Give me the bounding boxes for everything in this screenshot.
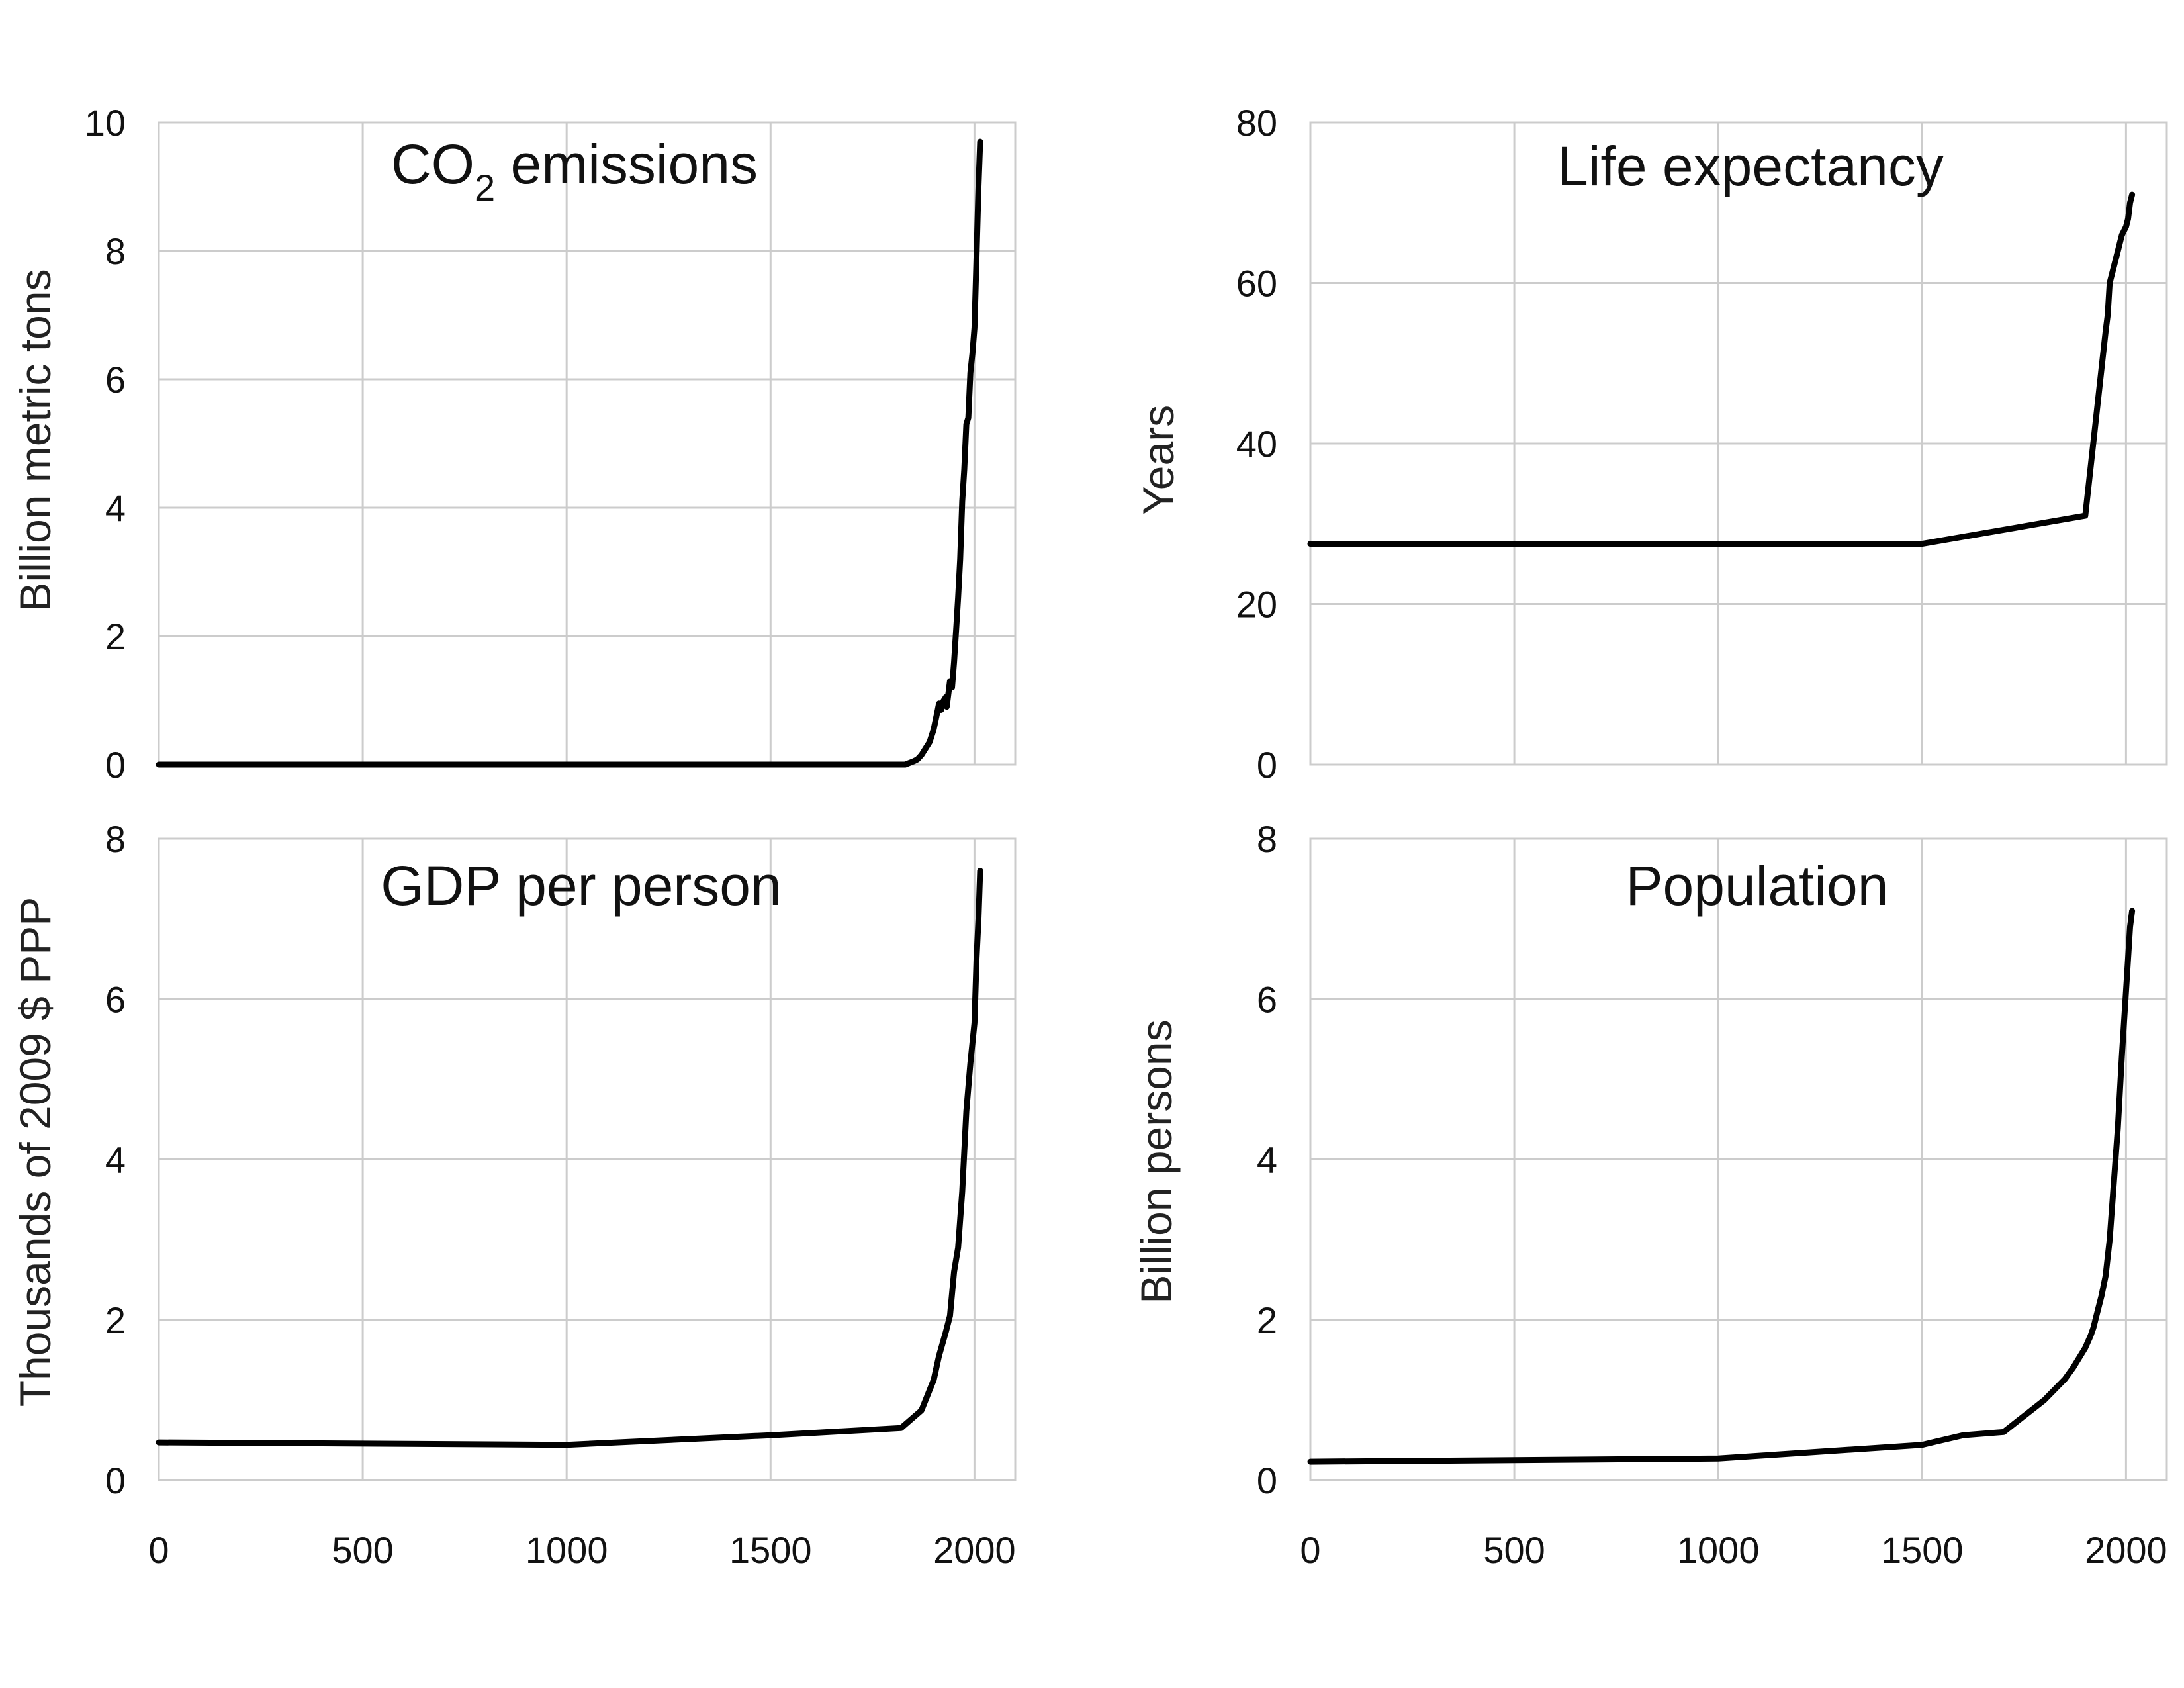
y-tick-label-life-expectancy: 20 bbox=[1236, 584, 1277, 626]
y-tick-label-life-expectancy: 80 bbox=[1236, 102, 1277, 144]
y-tick-label-gdp-per-person: 6 bbox=[105, 978, 126, 1020]
y-tick-label-co2: 0 bbox=[105, 744, 126, 786]
y-axis-label-co2: Billion metric tons bbox=[11, 269, 60, 611]
x-tick-label-population: 1500 bbox=[1881, 1529, 1964, 1571]
y-tick-label-co2: 2 bbox=[105, 616, 126, 657]
chart-panel-gdp-per-person: GDP per person Thousands of 2009 $ PPP 0… bbox=[11, 818, 1017, 1571]
x-tick-label-population: 2000 bbox=[2085, 1529, 2167, 1571]
x-tick-label-population: 500 bbox=[1483, 1529, 1545, 1571]
y-tick-label-life-expectancy: 0 bbox=[1257, 744, 1277, 786]
x-tick-label-gdp-per-person: 500 bbox=[332, 1529, 393, 1571]
chart-title-gdp-per-person: GDP per person bbox=[381, 855, 781, 917]
y-tick-label-co2: 10 bbox=[85, 102, 126, 144]
x-tick-label-population: 0 bbox=[1300, 1529, 1320, 1571]
y-tick-label-co2: 6 bbox=[105, 359, 126, 400]
chart-title-life-expectancy: Life expectancy bbox=[1557, 135, 1944, 197]
y-tick-label-co2: 8 bbox=[105, 230, 126, 272]
y-tick-label-life-expectancy: 60 bbox=[1236, 263, 1277, 305]
y-tick-label-population: 2 bbox=[1257, 1299, 1277, 1341]
x-tick-label-gdp-per-person: 1000 bbox=[525, 1529, 608, 1571]
data-line-population bbox=[1307, 908, 2136, 1465]
chart-title-co2: CO2 emissions bbox=[391, 133, 758, 209]
y-tick-label-gdp-per-person: 0 bbox=[105, 1460, 126, 1501]
plot-frame-co2 bbox=[158, 121, 1017, 766]
x-tick-label-gdp-per-person: 2000 bbox=[933, 1529, 1016, 1571]
y-axis-label-life-expectancy: Years bbox=[1134, 405, 1183, 515]
y-tick-label-gdp-per-person: 2 bbox=[105, 1299, 126, 1341]
x-tick-label-gdp-per-person: 1500 bbox=[729, 1529, 812, 1571]
data-line-life-expectancy bbox=[1307, 191, 2136, 547]
y-tick-label-gdp-per-person: 8 bbox=[105, 818, 126, 860]
x-tick-label-population: 1000 bbox=[1677, 1529, 1760, 1571]
y-tick-label-population: 0 bbox=[1257, 1460, 1277, 1501]
data-line-gdp-per-person bbox=[156, 868, 983, 1448]
y-axis-label-population: Billion persons bbox=[1132, 1019, 1181, 1303]
x-tick-label-gdp-per-person: 0 bbox=[148, 1529, 169, 1571]
chart-title-population: Population bbox=[1626, 855, 1889, 917]
chart-panel-life-expectancy: Life expectancy Years 0 20 40 60 80 bbox=[1134, 102, 2168, 786]
chart-panel-population: Population Billion persons 0 2 4 6 8 0 500 1000… bbox=[1132, 818, 2168, 1571]
chart-panel-co2: CO2 emissions Billion metric tons 0 2 4 6 8 1… bbox=[11, 102, 1017, 786]
y-tick-label-co2: 4 bbox=[105, 487, 126, 529]
data-line-co2 bbox=[156, 138, 983, 768]
y-tick-label-population: 6 bbox=[1257, 978, 1277, 1020]
y-tick-label-gdp-per-person: 4 bbox=[105, 1139, 126, 1181]
y-axis-label-gdp-per-person: Thousands of 2009 $ PPP bbox=[11, 897, 60, 1407]
y-tick-label-population: 4 bbox=[1257, 1139, 1277, 1181]
y-tick-label-life-expectancy: 40 bbox=[1236, 423, 1277, 465]
y-tick-label-population: 8 bbox=[1257, 818, 1277, 860]
